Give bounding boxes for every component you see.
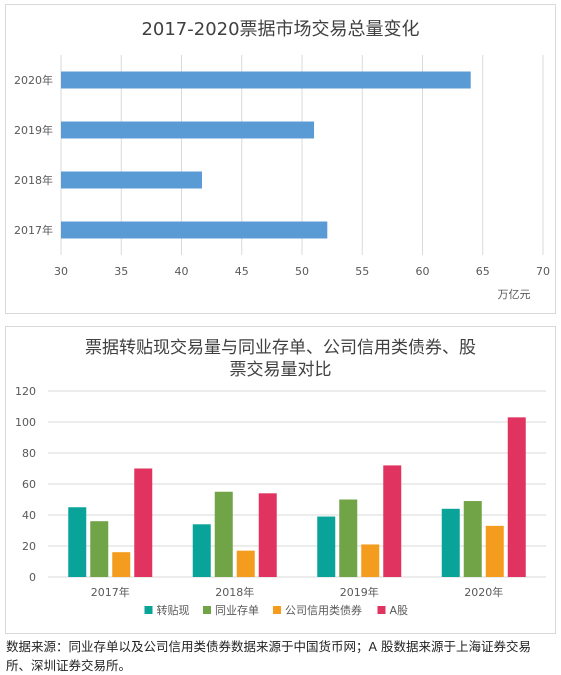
chart-1-x-tick-label: 30 xyxy=(54,265,68,278)
chart-2-legend-swatch xyxy=(273,606,281,614)
chart-1-bar xyxy=(61,71,471,89)
chart-2-category-label: 2019年 xyxy=(340,585,379,599)
chart-1-x-tick-label: 50 xyxy=(295,265,309,278)
chart-1-panel: 2017-2020票据市场交易总量变化 30 35 40 45 50 55 60 65 70 万亿… xyxy=(5,4,556,314)
chart-2-bar xyxy=(383,465,402,577)
chart-1-title: 2017-2020票据市场交易总量变化 xyxy=(141,19,420,40)
chart-2-legend-swatch xyxy=(144,606,153,614)
chart-1-category-label: 2020年 xyxy=(14,73,53,87)
chart-2-legend-label: A股 xyxy=(390,604,409,617)
chart-2-legend-label: 同业存单 xyxy=(215,603,259,617)
chart-2-bar xyxy=(361,544,380,577)
chart-2-bar xyxy=(236,550,255,577)
chart-2-legend-swatch xyxy=(377,606,386,614)
chart-2-bar xyxy=(90,521,109,577)
chart-2-title-line-2: 票交易量对比 xyxy=(229,360,332,380)
chart-1-bar xyxy=(61,171,202,189)
chart-2-y-tick-label: 120 xyxy=(15,385,36,398)
chart-2-bar xyxy=(485,525,504,577)
chart-2-bar xyxy=(339,499,358,577)
chart-2-y-tick-label: 80 xyxy=(22,447,36,460)
chart-2-bar xyxy=(112,552,131,577)
chart-2-y-tick-label: 20 xyxy=(22,540,36,553)
chart-1-x-tick-label: 40 xyxy=(175,265,189,278)
chart-1-unit-label: 万亿元 xyxy=(498,288,531,301)
chart-1-bar xyxy=(61,221,328,239)
chart-1-category-label: 2019年 xyxy=(14,123,53,137)
chart-2-y-tick-label: 100 xyxy=(15,416,36,429)
chart-2-bar xyxy=(134,468,153,577)
source-note: 数据来源：同业存单以及公司信用类债券数据来源于中国货币网；A 股数据来源于上海证… xyxy=(6,639,532,673)
chart-1-x-tick-label: 70 xyxy=(536,265,550,278)
chart-2-bar xyxy=(258,493,277,577)
chart-2-y-tick-label: 60 xyxy=(22,478,36,491)
chart-2-category-label: 2017年 xyxy=(91,585,130,599)
chart-2-y-tick-label: 40 xyxy=(22,509,36,522)
chart-2-bar xyxy=(214,491,233,577)
chart-2-title-line-1: 票据转贴现交易量与同业存单、公司信用类债券、股 xyxy=(85,338,476,358)
chart-2-bar xyxy=(441,508,460,577)
chart-2-legend-label: 公司信用类债券 xyxy=(285,603,362,617)
chart-1-bar xyxy=(61,121,315,139)
chart-2-title: 票据转贴现交易量与同业存单、公司信用类债券、股 票交易量对比 xyxy=(6,337,555,381)
chart-2-bar xyxy=(507,417,526,577)
chart-1-x-tick-label: 65 xyxy=(476,265,490,278)
chart-2-bar xyxy=(192,524,211,577)
chart-2-category-label: 2018年 xyxy=(215,585,254,599)
chart-2-bar xyxy=(317,516,336,577)
chart-1-x-tick-label: 60 xyxy=(416,265,430,278)
chart-2-y-tick-label: 0 xyxy=(29,571,36,584)
chart-1-x-tick-label: 55 xyxy=(355,265,369,278)
chart-1-x-tick-label: 35 xyxy=(114,265,128,278)
chart-1-plot: 30 35 40 45 50 55 60 65 70 万亿元 2020年 2019年 2018年 2017… xyxy=(14,55,550,301)
chart-2-category-label: 2020年 xyxy=(464,585,503,599)
chart-2-bar xyxy=(68,507,87,577)
chart-1-category-label: 2017年 xyxy=(14,223,53,237)
chart-1-category-label: 2018年 xyxy=(14,173,53,187)
chart-2-bar xyxy=(463,501,482,577)
chart-1-x-tick-label: 45 xyxy=(235,265,249,278)
chart-2-legend-swatch xyxy=(203,606,211,614)
chart-2-legend-label: 转贴现 xyxy=(157,603,190,617)
chart-2-panel: 票据转贴现交易量与同业存单、公司信用类债券、股 票交易量对比 0 20 40 60 80… xyxy=(5,326,556,634)
